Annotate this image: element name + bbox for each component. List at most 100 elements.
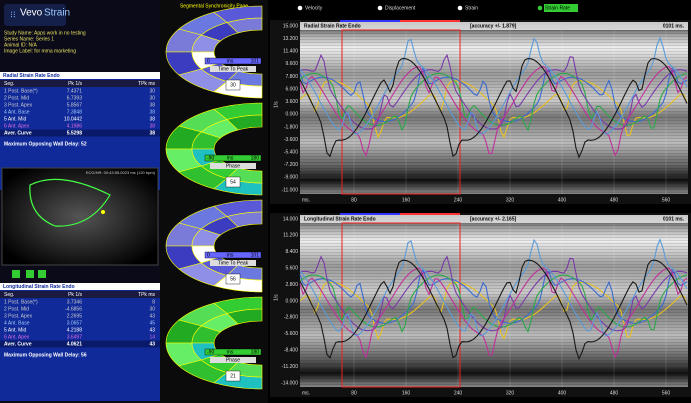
x-tick-label: 320 <box>506 197 515 203</box>
table-header-cell: Pk 1/s <box>68 81 82 87</box>
x-tick-label: 80 <box>351 197 357 203</box>
app-window: ⁝⁝ Vevo Strain Study Name: Apps work in … <box>0 0 691 403</box>
trace-marker <box>101 210 105 214</box>
table-cell: 2 Post. Mid <box>4 306 29 312</box>
polar-min: 0 <box>207 58 210 64</box>
y-unit: 1/s <box>273 294 279 301</box>
prev-frame-button[interactable] <box>26 270 34 278</box>
table-cell: 8 <box>152 299 155 305</box>
image-caption: ECG/HR: 00:43:55.0023 ms (120 bpm) <box>86 170 156 175</box>
table-cell: 43 <box>149 327 155 333</box>
x-tick-label: 480 <box>610 390 619 396</box>
table-header-cell: TPk ms <box>138 81 155 87</box>
table-cell: 5.5298 <box>67 130 83 136</box>
table-cell: 7.3848 <box>67 109 83 115</box>
polar-unit: ms <box>227 155 234 161</box>
mode-radio[interactable] <box>538 6 543 11</box>
table-cell: 4 Ant. Base <box>4 320 30 326</box>
timeline-bar-red <box>400 20 460 22</box>
chart-time: 0101 ms. <box>663 23 685 29</box>
table-cell: 38 <box>149 109 155 115</box>
table-cell: 4.2188 <box>67 327 83 333</box>
x-tick-label: 560 <box>662 197 671 203</box>
screen: ⁝⁝ Vevo Strain Study Name: Apps work in … <box>0 0 691 403</box>
mode-label: Strain Rate <box>545 5 570 11</box>
table-cell: 38 <box>149 102 155 108</box>
polar-max: 101 <box>251 58 260 64</box>
y-tick-label: 9.600 <box>285 61 298 67</box>
y-tick-label: -11.200 <box>281 364 298 370</box>
x-tick-label: 80 <box>351 390 357 396</box>
y-tick-label: 11.200 <box>283 233 298 239</box>
y-tick-label: -5.400 <box>284 149 298 155</box>
table-cell: Aver. Curve <box>4 130 32 136</box>
table-cell: 38 <box>149 116 155 122</box>
y-tick-label: 2.800 <box>285 282 298 288</box>
y-tick-label: 14.000 <box>283 216 299 222</box>
x-tick-label: 160 <box>402 390 411 396</box>
table-cell: 3.6497 <box>67 334 83 340</box>
x-tick-label: 240 <box>454 390 463 396</box>
table-title: Radial Strain Rate Endo <box>3 73 60 79</box>
polar-legend: Time To Peak <box>218 260 249 266</box>
table-cell: 43 <box>149 313 155 319</box>
table-cell: 4.1986 <box>67 123 83 129</box>
x-tick-label: 400 <box>558 390 567 396</box>
table-cell: 3.7346 <box>67 299 83 305</box>
table-cell: 4 Ant. Base <box>4 109 30 115</box>
mode-radio[interactable] <box>298 6 303 11</box>
table-header-cell: Seg. <box>4 292 14 298</box>
y-tick-label: 11.400 <box>283 49 298 55</box>
polar-legend: Time To Peak <box>218 66 249 72</box>
y-tick-label: 3.600 <box>285 99 298 105</box>
timeline-bar-red <box>400 213 460 215</box>
y-tick-label: 8.400 <box>285 249 298 255</box>
y-tick-label: 5.600 <box>285 266 298 272</box>
polar-unit: ms <box>227 58 234 64</box>
table-cell: 6 Ant. Apex <box>4 334 30 340</box>
y-tick-label: -3.600 <box>284 137 298 143</box>
y-tick-label: 0.000 <box>285 112 298 118</box>
polar-unit: ms <box>227 349 234 355</box>
table-cell: 1 Post. Base(*) <box>4 299 38 305</box>
y-tick-label: -14.000 <box>281 380 298 386</box>
chart-title: Longitudinal Strain Rate Endo <box>304 216 376 222</box>
logo-product: Strain <box>44 8 70 19</box>
next-frame-button[interactable] <box>38 270 46 278</box>
y-tick-label: -8.400 <box>284 348 298 354</box>
table-cell: 10.0442 <box>64 116 82 122</box>
polar-max: 180 <box>251 349 260 355</box>
table-cell: 2.2695 <box>67 313 83 319</box>
table-cell: 6 Ant. Apex <box>4 123 30 129</box>
y-tick-label: -7.200 <box>284 162 298 168</box>
polar-marker: 56 <box>230 276 236 282</box>
y-tick-label: 0.000 <box>285 298 298 304</box>
mode-label: Displacement <box>385 5 416 11</box>
polar-legend: Phase <box>226 163 240 169</box>
table-cell: 45 <box>149 320 155 326</box>
chart-title: Radial Strain Rate Endo <box>304 23 361 29</box>
play-button[interactable] <box>12 270 20 278</box>
chart-time: 0101 ms. <box>663 216 685 222</box>
table-cell: 5.8567 <box>67 102 83 108</box>
logo-brand: Vevo <box>20 8 43 19</box>
table-cell: 38 <box>149 123 155 129</box>
table-cell: -4.6856 <box>65 306 82 312</box>
table-cell: 7.4371 <box>67 88 83 94</box>
x-tick-label: ms. <box>302 390 310 396</box>
x-tick-label: ms. <box>302 197 310 203</box>
polar-marker: 21 <box>230 373 236 379</box>
table-cell: 5 Ant. Mid <box>4 116 26 122</box>
mode-radio[interactable] <box>458 6 463 11</box>
chart-accuracy: [accuracy +/- 2.165] <box>470 216 517 222</box>
table-cell: 14 <box>149 334 155 340</box>
y-tick-label: 6.000 <box>285 86 298 92</box>
y-tick-label: 7.800 <box>285 74 298 80</box>
table-cell: 4.0621 <box>67 341 83 347</box>
polar-min: -90 <box>207 155 214 161</box>
mode-radio[interactable] <box>378 6 383 11</box>
y-tick-label: 13.200 <box>283 36 299 42</box>
polar-min: 0 <box>207 252 210 258</box>
polar-marker: 54 <box>230 179 236 185</box>
table-cell: Aver. Curve <box>4 341 32 347</box>
